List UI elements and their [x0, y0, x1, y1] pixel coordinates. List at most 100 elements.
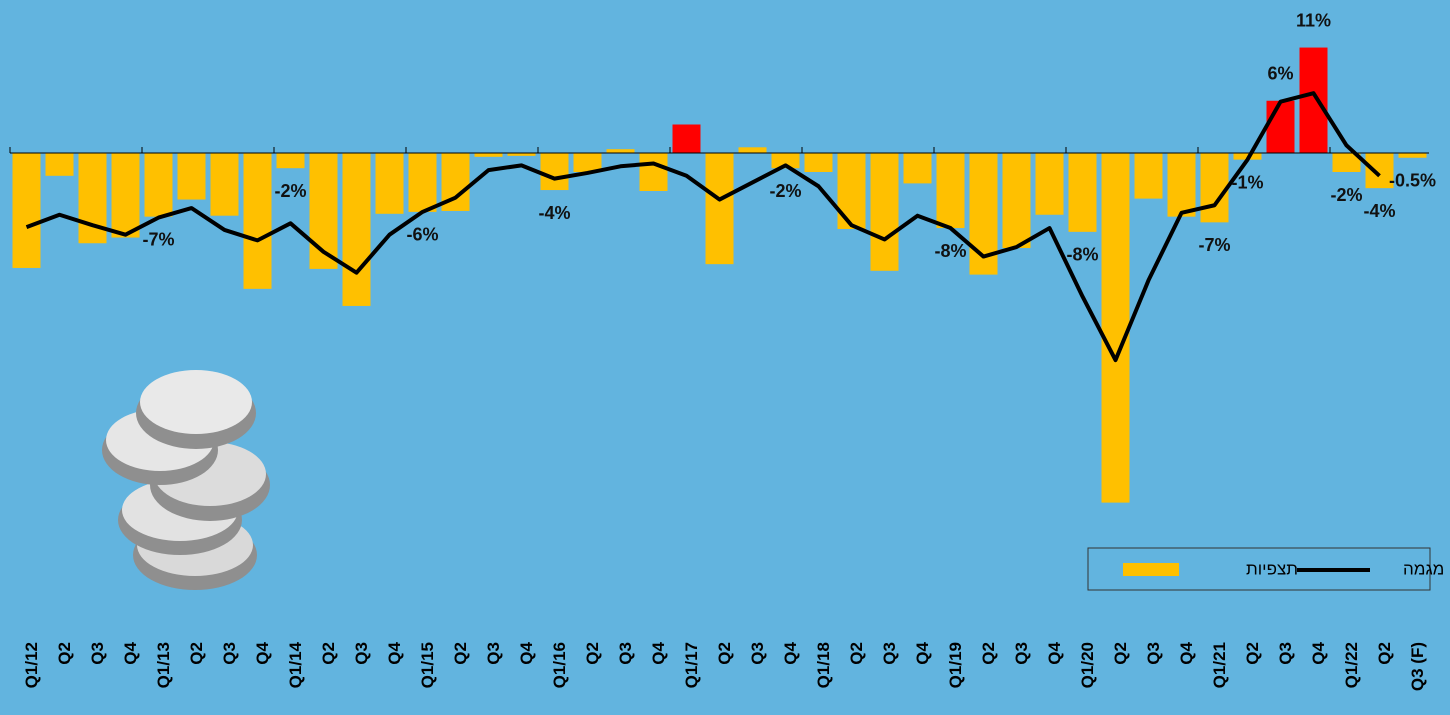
data-label: -0.5% — [1389, 171, 1436, 191]
legend-label: מגמה — [1403, 559, 1444, 578]
x-tick-label: Q1/18 — [814, 642, 833, 688]
x-tick-label: Q3 (F) — [1408, 642, 1427, 691]
bar — [342, 153, 371, 306]
x-tick-label: Q4 — [913, 641, 932, 664]
bar — [144, 153, 173, 217]
bar — [870, 153, 899, 271]
data-label: -7% — [142, 229, 174, 249]
x-tick-label: Q2 — [979, 642, 998, 665]
x-tick-label: Q2 — [847, 642, 866, 665]
x-tick-label: Q3 — [748, 642, 767, 665]
data-label: -6% — [406, 225, 438, 245]
x-tick-label: Q2 — [187, 642, 206, 665]
data-label: -7% — [1198, 235, 1230, 255]
x-tick-label: Q1/12 — [22, 642, 41, 688]
trend-line — [25, 91, 1381, 363]
data-label: -4% — [1363, 201, 1395, 221]
x-tick-label: Q2 — [1111, 642, 1130, 665]
data-label: -4% — [538, 203, 570, 223]
x-tick-label: Q1/19 — [946, 642, 965, 688]
bar — [837, 153, 866, 229]
x-tick-label: Q2 — [583, 642, 602, 665]
x-tick-label: Q4 — [1045, 641, 1064, 664]
x-tick-label: Q2 — [1375, 642, 1394, 665]
x-tick-label: Q3 — [88, 642, 107, 665]
bar — [111, 153, 140, 238]
bar — [375, 153, 404, 214]
bar — [507, 153, 536, 156]
x-tick-label: Q4 — [1177, 641, 1196, 664]
bar — [243, 153, 272, 289]
bar — [804, 153, 833, 172]
legend-label: תצפיות — [1246, 559, 1298, 578]
bar — [177, 153, 206, 200]
x-tick-label: Q1/15 — [418, 642, 437, 688]
bar — [540, 153, 569, 191]
x-tick-label: Q3 — [484, 642, 503, 665]
bar — [1299, 47, 1328, 153]
data-label: -8% — [934, 241, 966, 261]
x-tick-label: Q1/16 — [550, 642, 569, 688]
data-label: 11% — [1296, 10, 1331, 30]
x-tick-label: Q2 — [55, 642, 74, 665]
bar — [1101, 153, 1130, 503]
x-tick-label: Q3 — [880, 642, 899, 665]
x-tick-label: Q3 — [1144, 642, 1163, 665]
x-tick-label: Q2 — [1243, 642, 1262, 665]
data-label: 6% — [1267, 64, 1293, 84]
bar — [1200, 153, 1229, 223]
x-tick-label: Q1/21 — [1210, 642, 1229, 688]
x-tick-label: Q4 — [781, 641, 800, 664]
bar — [606, 149, 635, 153]
x-tick-label: Q3 — [616, 642, 635, 665]
x-tick-label: Q4 — [517, 641, 536, 664]
x-tick-label: Q1/17 — [682, 642, 701, 688]
bar — [903, 153, 932, 184]
bar — [408, 153, 437, 212]
bar — [573, 153, 602, 172]
x-tick-label: Q3 — [1012, 642, 1031, 665]
bar — [672, 124, 701, 153]
x-tick-label: Q1/13 — [154, 642, 173, 688]
x-tick-label: Q1/22 — [1342, 642, 1361, 688]
legend-swatch — [1123, 563, 1179, 576]
bar — [1134, 153, 1163, 199]
x-tick-label: Q2 — [451, 642, 470, 665]
data-label: -8% — [1066, 245, 1098, 265]
x-tick-label: Q2 — [715, 642, 734, 665]
bar — [276, 153, 305, 169]
bar — [936, 153, 965, 229]
bar — [1332, 153, 1361, 172]
bar — [771, 153, 800, 169]
x-tick-label: Q3 — [1276, 642, 1295, 665]
x-tick-label: Q3 — [220, 642, 239, 665]
bar — [1002, 153, 1031, 248]
bar — [639, 153, 668, 191]
data-label: -1% — [1231, 172, 1263, 192]
x-tick-label: Q1/20 — [1078, 642, 1097, 688]
bar — [210, 153, 239, 216]
x-tick-label: Q3 — [352, 642, 371, 665]
data-label: -2% — [274, 181, 306, 201]
bar — [1398, 153, 1427, 158]
x-tick-label: Q4 — [121, 641, 140, 664]
x-tick-label: Q4 — [385, 641, 404, 664]
x-tick-label: Q4 — [1309, 641, 1328, 664]
data-label: -2% — [1330, 185, 1362, 205]
data-label: -2% — [769, 181, 801, 201]
bar — [1167, 153, 1196, 217]
x-tick-label: Q4 — [649, 641, 668, 664]
bar — [12, 153, 41, 268]
coins-icon — [102, 370, 270, 590]
bar — [738, 147, 767, 153]
legend-box — [1087, 547, 1431, 591]
bar — [1266, 100, 1295, 153]
x-tick-label: Q2 — [319, 642, 338, 665]
bar — [705, 153, 734, 265]
x-tick-label: Q4 — [253, 641, 272, 664]
bar — [1068, 153, 1097, 232]
x-tick-label: Q1/14 — [286, 641, 305, 688]
bar — [474, 153, 503, 157]
bar — [45, 153, 74, 176]
